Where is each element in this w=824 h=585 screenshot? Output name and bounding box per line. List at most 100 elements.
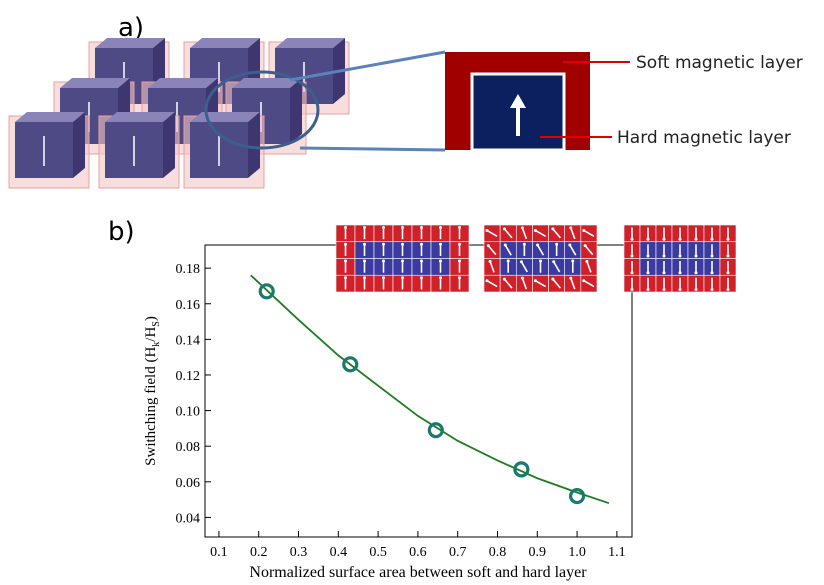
spin-head — [571, 259, 575, 263]
spin-head — [710, 271, 714, 275]
spin-arrow — [583, 280, 595, 288]
spin-arrow — [536, 244, 545, 256]
cube-top — [95, 38, 165, 48]
spin-head — [726, 237, 730, 241]
y-tick-label: 0.04 — [176, 511, 201, 526]
spin-head — [519, 260, 523, 264]
spin-head — [382, 226, 385, 230]
spin-head — [344, 226, 347, 230]
spin-head — [569, 226, 573, 230]
spin-head — [726, 254, 730, 258]
spin-head — [726, 287, 730, 291]
spin-arrow — [520, 261, 528, 273]
spin-head — [401, 242, 404, 246]
spin-head — [678, 237, 682, 241]
spin-arrow — [486, 229, 498, 237]
spin-head — [401, 276, 404, 280]
spin-head — [485, 228, 489, 232]
spin-arrow — [569, 244, 577, 256]
spin-head — [630, 271, 634, 275]
x-tick-label: 0.9 — [529, 545, 547, 560]
spin-head — [646, 254, 650, 258]
spin-head — [486, 244, 490, 248]
spin-arrow — [553, 261, 561, 273]
y-tick-label: 0.18 — [176, 262, 201, 277]
x-tick-label: 0.4 — [330, 545, 348, 560]
spin-arrow — [503, 278, 513, 289]
spin-head — [646, 287, 650, 291]
spin-head — [439, 242, 442, 246]
y-axis-label-part: Swithching field (H — [143, 347, 159, 466]
arrow-head — [510, 94, 526, 108]
spin-head — [382, 259, 385, 263]
panel-label: b) — [108, 217, 135, 247]
x-tick-label: 0.7 — [449, 545, 467, 560]
spin-head — [458, 276, 461, 280]
spin-head — [439, 259, 442, 263]
spin-head — [485, 279, 489, 283]
data-point — [342, 356, 359, 373]
spin-head — [569, 276, 573, 280]
spin-head — [344, 242, 347, 246]
spin-arrow — [552, 278, 562, 289]
spin-head — [363, 242, 366, 246]
cube-top — [60, 78, 130, 88]
spin-head — [506, 259, 510, 263]
cube-top — [15, 112, 85, 122]
fit-line — [250, 274, 610, 505]
data-point — [258, 283, 275, 300]
data-point — [513, 461, 530, 478]
y-tick-label: 0.06 — [176, 476, 201, 491]
y-axis-label-part: k — [151, 342, 162, 347]
cube-top — [232, 78, 302, 88]
cube-top — [190, 38, 260, 48]
spin-head — [582, 228, 586, 232]
spin-head — [555, 242, 559, 246]
spin-head — [583, 244, 587, 248]
spin-arrow — [503, 228, 513, 239]
spin-head — [439, 226, 442, 230]
spin-head — [382, 242, 385, 246]
spin-head — [630, 237, 634, 241]
spin-head — [502, 277, 506, 281]
x-tick-label: 1.0 — [568, 545, 586, 560]
spin-insets — [335, 224, 737, 293]
spin-head — [503, 243, 507, 247]
x-tick-label: 0.8 — [489, 545, 507, 560]
spin-head — [439, 276, 442, 280]
spin-arrow — [583, 229, 595, 237]
spin-head — [344, 259, 347, 263]
spin-head — [458, 226, 461, 230]
spin-head — [678, 287, 682, 291]
y-axis-label-part: ) — [143, 316, 159, 321]
spin-head — [420, 276, 423, 280]
spin-head — [344, 276, 347, 280]
spin-head — [458, 242, 461, 246]
y-tick-label: 0.16 — [176, 298, 201, 313]
y-axis-label-part: /H — [143, 327, 159, 342]
data-point — [427, 422, 444, 439]
spin-arrow — [570, 277, 576, 290]
spin-head — [363, 259, 366, 263]
x-tick-label: 0.2 — [250, 545, 268, 560]
spin-arrow — [535, 229, 546, 237]
y-tick-label: 0.10 — [176, 405, 201, 420]
highlight-ellipse — [204, 70, 320, 150]
cube-top — [148, 78, 218, 88]
cube-top — [275, 38, 345, 48]
spin-head — [552, 260, 556, 264]
spin-arrow — [521, 227, 528, 240]
spin-head — [420, 242, 423, 246]
spin-arrow — [570, 227, 576, 240]
spin-arrow — [486, 280, 498, 288]
y-axis-label: Swithching field (Hk/HS) — [143, 316, 162, 466]
spin-head — [536, 243, 540, 247]
spin-head — [710, 287, 714, 291]
spin-head — [662, 287, 666, 291]
spin-arrow — [521, 277, 528, 290]
spin-head — [694, 287, 698, 291]
spin-head — [582, 279, 586, 283]
spin-head — [401, 259, 404, 263]
spin-head — [522, 242, 526, 246]
cube-side — [290, 78, 302, 144]
